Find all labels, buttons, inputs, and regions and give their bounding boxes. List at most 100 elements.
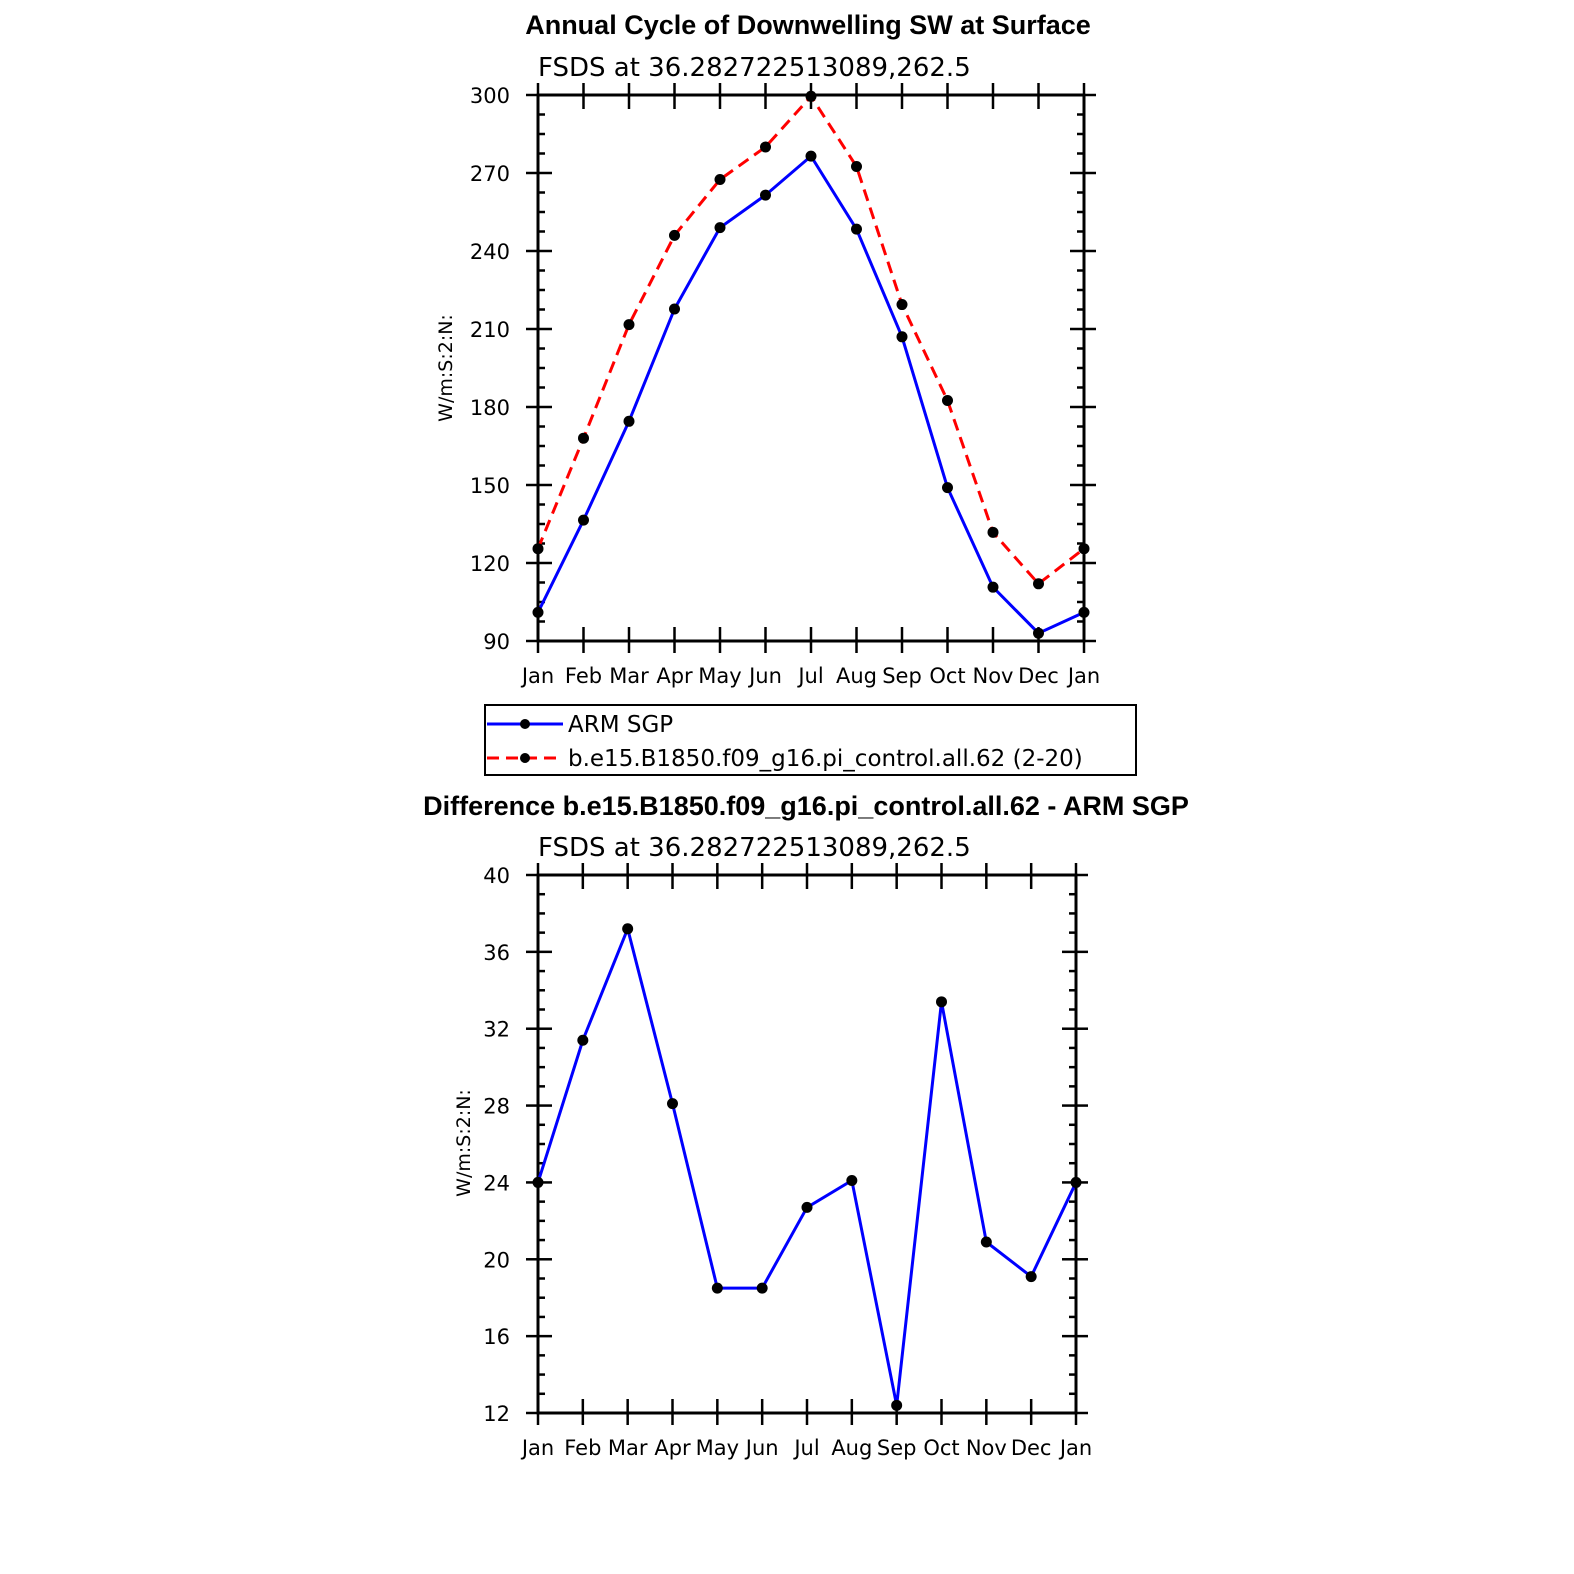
y-tick-label: 36	[483, 941, 510, 965]
y-tick-label: 28	[483, 1095, 510, 1119]
x-tick-label: Oct	[929, 664, 965, 688]
plot-frame	[536, 93, 1086, 643]
data-point-0	[891, 1399, 903, 1411]
data-point-0	[669, 303, 680, 315]
data-point-0	[714, 222, 726, 234]
chart-title: Difference b.e15.B1850.f09_g16.pi_contro…	[423, 791, 1189, 821]
y-tick-label: 16	[483, 1325, 510, 1349]
data-point-0	[987, 581, 999, 593]
data-point-0	[578, 514, 589, 526]
data-point-0	[942, 482, 953, 494]
chart-title: Annual Cycle of Downwelling SW at Surfac…	[525, 10, 1091, 40]
x-tick-label: Oct	[923, 1436, 959, 1460]
data-point-1	[851, 161, 862, 172]
data-point-0	[801, 1201, 813, 1213]
x-tick-label: Jan	[520, 1436, 554, 1460]
chart-annual-cycle: Annual Cycle of Downwelling SW at Surfac…	[435, 10, 1100, 688]
y-tick-label: 40	[483, 864, 510, 888]
y-tick-label: 210	[470, 318, 510, 342]
y-tick-label: 240	[470, 240, 510, 264]
x-tick-label: Feb	[565, 664, 602, 688]
data-point-0	[980, 1236, 992, 1248]
x-tick-label: May	[698, 664, 741, 688]
data-point-1	[942, 395, 953, 406]
x-tick-label: Sep	[877, 1436, 917, 1460]
y-tick-label: 90	[483, 630, 510, 654]
data-point-1	[714, 174, 726, 185]
data-point-0	[936, 996, 947, 1008]
series-line-1	[536, 93, 1085, 586]
y-axis-label: W/m:S:2:N:	[435, 314, 457, 422]
data-point-0	[623, 415, 635, 427]
data-point-1	[760, 141, 771, 153]
y-tick-label: 20	[483, 1248, 510, 1272]
chart-subtitle: FSDS at 36.282722513089,262.5	[538, 53, 971, 83]
data-point-0	[760, 189, 771, 201]
x-tick-label: Jul	[796, 664, 823, 688]
plot-frame	[536, 873, 1078, 1415]
legend-label-arm-sgp: ARM SGP	[568, 712, 673, 738]
x-tick-label: Nov	[966, 1436, 1007, 1460]
y-tick-label: 180	[470, 396, 510, 420]
legend-label-model: b.e15.B1850.f09_g16.pi_control.all.62 (2…	[568, 746, 1083, 772]
y-tick-label: 120	[470, 552, 510, 576]
x-tick-label: Jan	[520, 664, 554, 688]
y-tick-label: 24	[483, 1171, 510, 1195]
data-point-0	[851, 223, 862, 235]
x-tick-label: May	[696, 1436, 739, 1460]
x-tick-label: Mar	[609, 664, 649, 688]
chart-subtitle: FSDS at 36.282722513089,262.5	[538, 833, 971, 863]
x-tick-label: Sep	[882, 664, 922, 688]
data-point-1	[896, 299, 908, 311]
y-tick-label: 300	[470, 84, 510, 108]
x-tick-label: Nov	[973, 664, 1014, 688]
data-point-0	[1025, 1271, 1037, 1283]
series-line-0	[536, 153, 1085, 636]
data-point-1	[623, 319, 635, 331]
x-tick-label: Aug	[836, 664, 877, 688]
y-tick-label: 12	[483, 1402, 510, 1426]
data-point-1	[1033, 578, 1044, 590]
data-point-0	[846, 1175, 858, 1187]
data-point-0	[532, 1176, 544, 1188]
data-point-0	[805, 150, 817, 162]
x-tick-label: Jan	[1058, 1436, 1092, 1460]
y-axis-label: W/m:S:2:N:	[453, 1089, 475, 1197]
data-point-1	[987, 526, 999, 538]
x-tick-label: Dec	[1018, 664, 1059, 688]
data-point-0	[622, 923, 634, 935]
y-tick-label: 270	[470, 162, 510, 186]
data-point-0	[1070, 1176, 1082, 1188]
data-point-0	[667, 1098, 678, 1110]
data-point-1	[669, 229, 680, 241]
x-tick-label: Feb	[564, 1436, 601, 1460]
legend: ARM SGP b.e15.B1850.f09_g16.pi_control.a…	[484, 704, 1137, 776]
x-tick-label: Apr	[654, 1436, 691, 1460]
data-point-1	[1078, 543, 1090, 555]
y-tick-label: 150	[470, 474, 510, 498]
data-point-0	[896, 331, 908, 343]
data-point-0	[756, 1282, 768, 1294]
data-point-1	[578, 432, 589, 444]
x-tick-label: Apr	[656, 664, 693, 688]
x-tick-label: Jul	[792, 1436, 819, 1460]
x-tick-label: Jun	[747, 664, 782, 688]
legend-marker-arm-sgp	[520, 719, 530, 729]
y-tick-label: 32	[483, 1018, 510, 1042]
data-point-1	[805, 90, 817, 102]
data-point-0	[711, 1282, 723, 1294]
data-point-0	[1078, 606, 1090, 618]
x-tick-label: Jun	[744, 1436, 779, 1460]
x-tick-label: Dec	[1011, 1436, 1052, 1460]
data-point-1	[532, 543, 544, 555]
legend-box	[484, 704, 1137, 776]
legend-marker-model	[520, 753, 530, 763]
data-point-0	[577, 1034, 589, 1046]
x-tick-label: Aug	[831, 1436, 872, 1460]
x-tick-label: Jan	[1066, 664, 1100, 688]
data-point-0	[1033, 627, 1044, 639]
data-point-0	[532, 606, 544, 618]
series-line-0	[536, 923, 1078, 1406]
x-tick-label: Mar	[608, 1436, 648, 1460]
